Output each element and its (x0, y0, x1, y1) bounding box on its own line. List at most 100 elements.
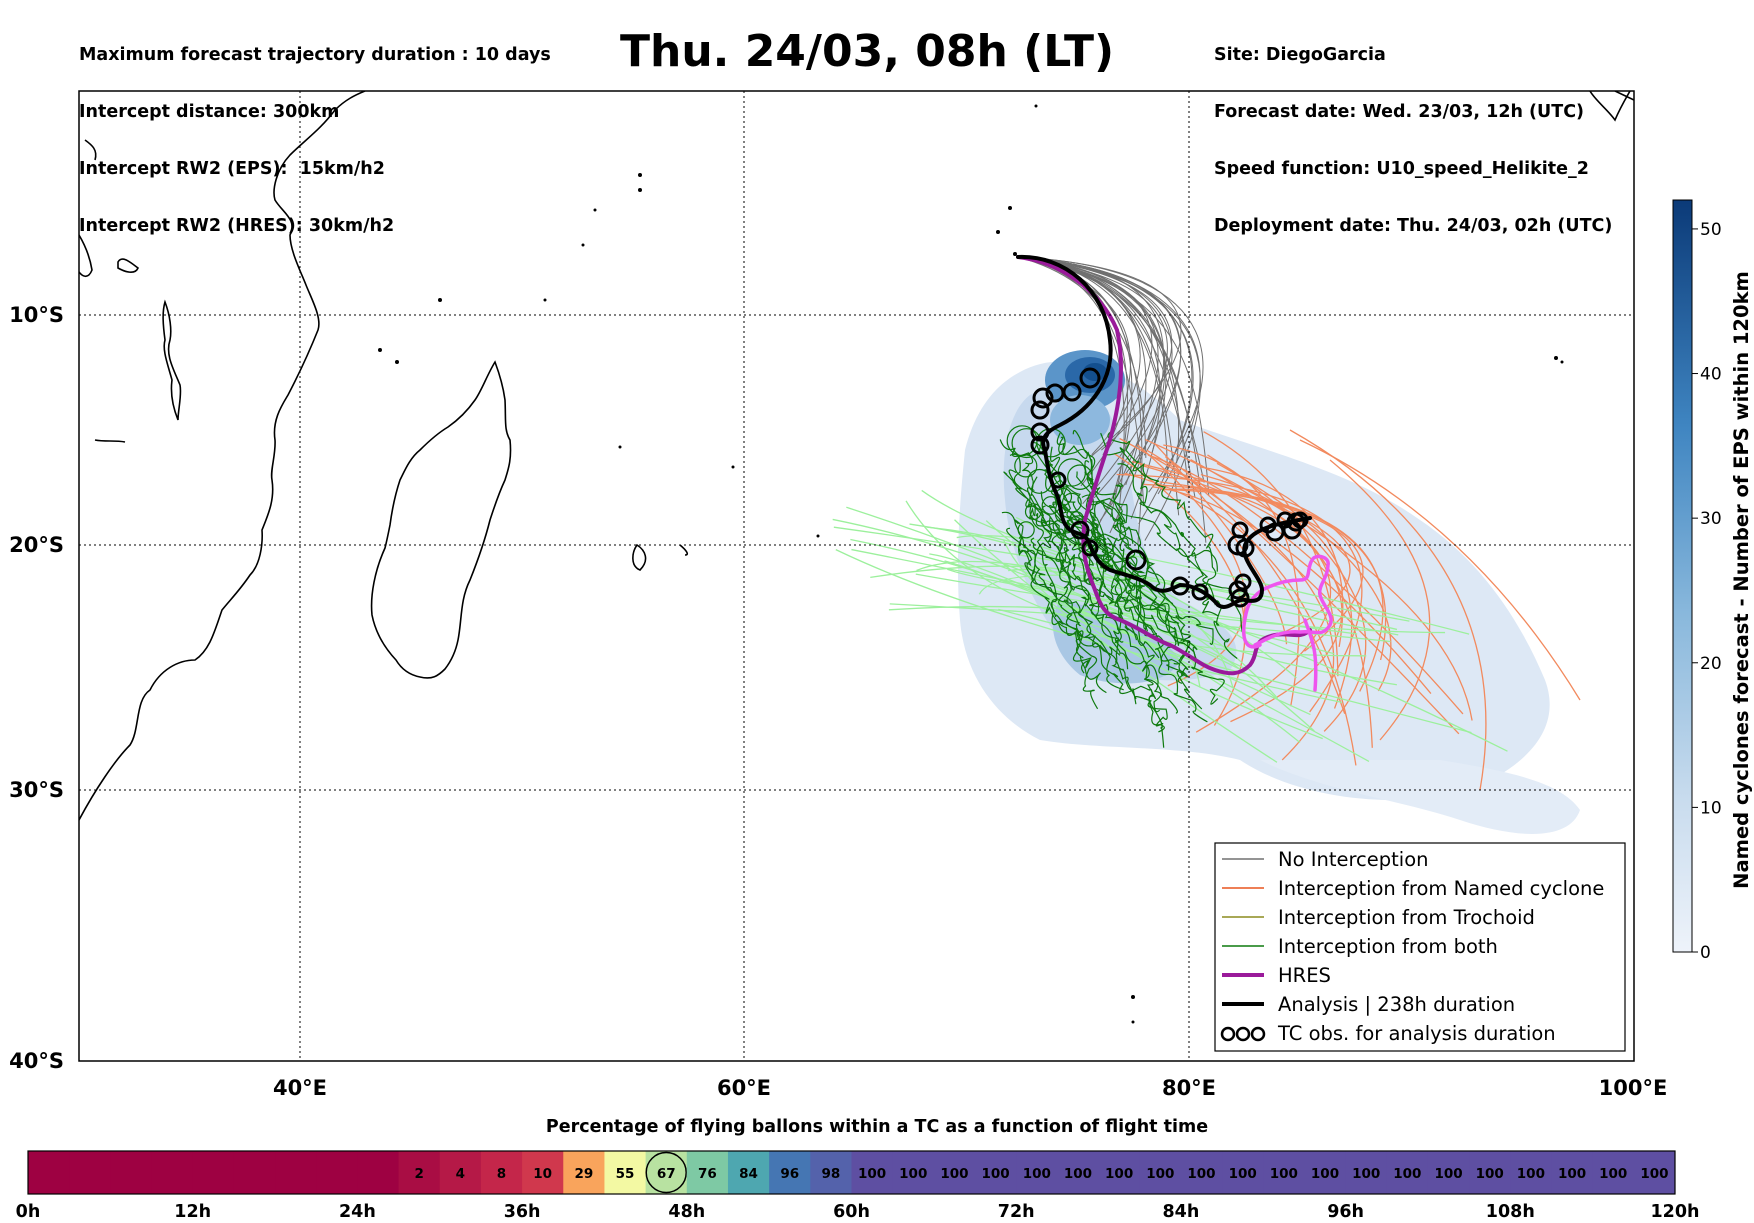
timebar-cell (686, 1151, 729, 1194)
trajectory-line (1203, 431, 1339, 677)
timebar-cell (892, 1151, 935, 1194)
timebar-cell-label: 100 (1064, 1166, 1092, 1182)
trajectory-line (1017, 256, 1204, 493)
trajectory-line (1145, 438, 1473, 721)
trajectory-line (985, 520, 1397, 686)
timebar-cell-label: 100 (1270, 1166, 1298, 1182)
timebar-cell (1016, 1151, 1058, 1194)
lon-ticks: 40°E 60°E 80°E 100°E (273, 1076, 1667, 1100)
timebar-cell (1592, 1151, 1635, 1194)
trajectory-line (1018, 535, 1107, 694)
map-area (79, 91, 1634, 1024)
header-right: Site: DiegoGarcia Forecast date: Wed. 23… (1214, 8, 1612, 255)
timebar-cell-label: 100 (1434, 1166, 1462, 1182)
trajectory-line (1017, 256, 1210, 496)
trajectory-line (1003, 471, 1081, 624)
timebar-cell (151, 1151, 194, 1194)
timebar-cell-label: 8 (497, 1166, 506, 1182)
timebar-cell-label: 100 (1187, 1166, 1215, 1182)
header-left-line: Intercept RW2 (EPS): 15km/h2 (79, 159, 385, 179)
trajectory-line (1100, 432, 1218, 572)
timebar-ticks: 0h 12h 24h 36h 48h 60h 72h 84h 96h 108h 120h (16, 1202, 1700, 1222)
lat-tick-label: 20°S (9, 533, 64, 557)
timebar-cell-label: 4 (456, 1166, 465, 1182)
header-left-line: Intercept RW2 (HRES): 30km/h2 (79, 216, 395, 236)
timebar-cell-label: 100 (1558, 1166, 1586, 1182)
trajectory-line (1124, 472, 1357, 766)
tc-obs-loop (1191, 583, 1209, 601)
legend-label: Interception from Named cyclone (1278, 877, 1604, 900)
trajectory-line (1048, 516, 1124, 691)
tc-obs-loop (1049, 471, 1067, 489)
tc-obs-loop (1230, 588, 1250, 608)
timebar-tick-label: 72h (998, 1202, 1035, 1222)
trajectory-line (1159, 481, 1364, 652)
colorbar-tick-label: 30 (1700, 509, 1722, 529)
timebar-tick-label: 24h (339, 1202, 376, 1222)
timebar-cell-label: 55 (616, 1166, 635, 1182)
trajectory-line (1006, 527, 1168, 733)
timebar-cells: 2 4 8 10 29 55 67 76 84 96 98 100 100 100 100 100 100 100… (28, 1151, 1676, 1194)
timebar-cell (1469, 1151, 1511, 1194)
lat-tick-label: 30°S (9, 778, 64, 802)
trajectory-line (1151, 486, 1432, 694)
trajectory-line (1107, 430, 1219, 617)
trajectory-line (1017, 256, 1201, 495)
colorbar-tick-label: 50 (1700, 220, 1722, 240)
trajectory-line (1147, 454, 1464, 715)
legend-label: TC obs. for analysis duration (1277, 1022, 1556, 1045)
trajectory-loop (1069, 511, 1084, 526)
timebar-cell (522, 1151, 564, 1194)
trajectory-line (1036, 505, 1137, 705)
trajectory-line (915, 573, 1446, 634)
timebar-cell (398, 1151, 441, 1194)
timebar-tick-label: 60h (833, 1202, 870, 1222)
colorbar-tick-label: 20 (1700, 654, 1722, 674)
tc-obs-loop (1291, 511, 1309, 529)
timebar-cell-label: 100 (1023, 1166, 1051, 1182)
timebar-cell (851, 1151, 894, 1194)
header-left-line: Maximum forecast trajectory duration : 1… (79, 45, 551, 65)
trajectory-line (1056, 432, 1134, 544)
legend-label: Interception from Trochoid (1278, 906, 1535, 929)
analysis-trajectory (1016, 254, 1312, 609)
timebar-cell (604, 1151, 647, 1194)
timebar-cell (357, 1151, 400, 1194)
trajectory-line (978, 574, 1410, 622)
legend-label: No Interception (1278, 848, 1429, 871)
timebar-cell (480, 1151, 523, 1194)
colorbar-tick-label: 10 (1700, 798, 1722, 818)
trajectory-line (1061, 477, 1180, 624)
header-left: Maximum forecast trajectory duration : 1… (79, 8, 551, 255)
colorbar-label: Named cyclones forecast - Number of EPS … (1730, 271, 1753, 889)
tc-obs-loop (1030, 422, 1050, 442)
trajectory-line (1035, 512, 1178, 714)
timebar-cell-label: 2 (414, 1166, 423, 1182)
timebar-cell (769, 1151, 811, 1194)
timebar-cell-label: 96 (780, 1166, 799, 1182)
timebar-cell (1427, 1151, 1470, 1194)
trajectory-loop (1017, 521, 1035, 539)
legend-label: HRES (1278, 964, 1331, 987)
timebar-cell-label: 100 (1311, 1166, 1339, 1182)
lon-tick-label: 40°E (273, 1076, 327, 1100)
timebar-cell-label: 100 (1517, 1166, 1545, 1182)
lon-tick-label: 80°E (1162, 1076, 1216, 1100)
legend-label: Interception from both (1278, 935, 1498, 958)
timebar-cell (110, 1151, 153, 1194)
trajectory-line (1008, 469, 1158, 637)
timebar-cell (233, 1151, 276, 1194)
timebar-cell-label: 100 (1229, 1166, 1257, 1182)
timebar-tick-label: 120h (1651, 1202, 1700, 1222)
timebar-cell (1386, 1151, 1429, 1194)
header-right-line: Speed function: U10_speed_Helikite_2 (1214, 159, 1589, 179)
timebar-cell-label: 100 (1352, 1166, 1380, 1182)
lon-tick-label: 100°E (1599, 1076, 1668, 1100)
trajectory-loop (1011, 428, 1042, 459)
trajectory-line (1002, 539, 1323, 740)
timebar-frame (27, 1150, 1676, 1195)
current-time-marker (645, 1151, 687, 1194)
trajectory-line (835, 549, 1342, 704)
trajectory-line (1116, 473, 1363, 713)
trajectory-line (1140, 464, 1332, 733)
